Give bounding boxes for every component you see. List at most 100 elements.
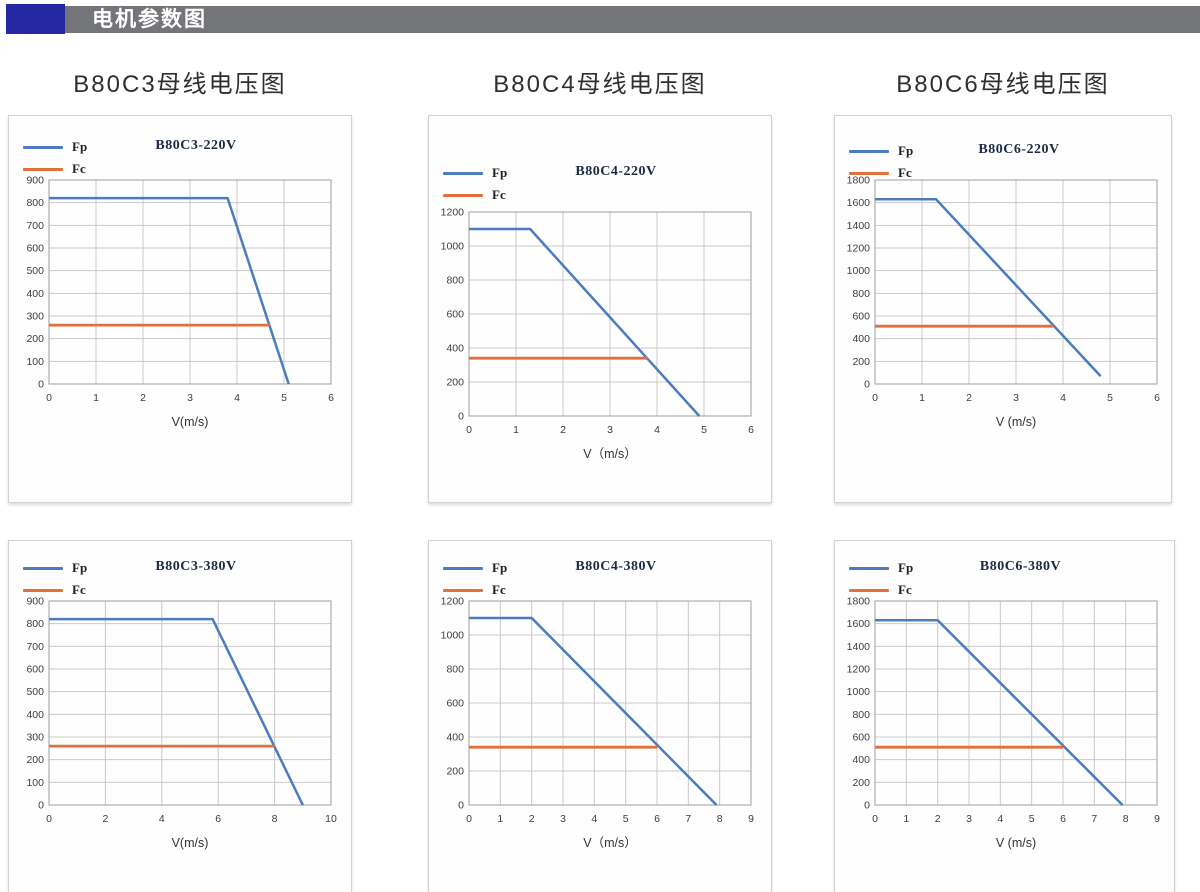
svg-text:0: 0 (38, 800, 44, 812)
header-accent-block (6, 4, 65, 34)
legend-item-fp: Fp (443, 162, 507, 184)
svg-text:7: 7 (685, 813, 691, 825)
header-bar: 电机参数图 (65, 6, 1200, 33)
svg-text:2: 2 (935, 813, 941, 825)
svg-text:6: 6 (748, 424, 754, 436)
chart-panel-b80c6-220v: Fp Fc B80C6-220V 0 200 400 600 800 1000 1200 14… (834, 115, 1172, 503)
svg-text:0: 0 (864, 800, 870, 812)
svg-text:1800: 1800 (847, 596, 871, 608)
chart-plot-svg: 0 200 400 600 800 1000 1200 1400 1600 1800 0 1 2 3 4 5 6… (847, 175, 1160, 430)
svg-text:8: 8 (1123, 813, 1129, 825)
svg-text:1: 1 (93, 392, 99, 404)
fc-legend-label: Fc (898, 582, 912, 597)
fc-line-swatch (443, 588, 483, 592)
chart-inner-title: B80C3-380V (155, 559, 237, 574)
svg-text:1000: 1000 (847, 265, 871, 277)
svg-text:600: 600 (852, 311, 870, 323)
chart-legend: Fp Fc (443, 162, 507, 206)
svg-text:300: 300 (26, 732, 44, 744)
svg-text:400: 400 (852, 754, 870, 766)
chart-section-title-b80c6: B80C6母线电压图 (896, 71, 1110, 98)
svg-text:1400: 1400 (847, 220, 871, 232)
svg-text:3: 3 (966, 813, 972, 825)
svg-text:300: 300 (26, 311, 44, 323)
svg-text:3: 3 (560, 813, 566, 825)
svg-text:2: 2 (560, 424, 566, 436)
svg-text:800: 800 (446, 664, 464, 676)
svg-text:5: 5 (281, 392, 287, 404)
svg-text:200: 200 (852, 356, 870, 368)
svg-text:400: 400 (26, 288, 44, 300)
chart-panel-b80c4-380v: Fp Fc B80C4-380V 0 200 400 600 800 1000 1200 0 1… (428, 540, 772, 892)
chart-panel-b80c6-380v: Fp Fc B80C6-380V 0 200 400 600 800 1000 1200 14… (834, 540, 1175, 892)
svg-text:6: 6 (1060, 813, 1066, 825)
svg-text:600: 600 (26, 243, 44, 255)
chart-panel-b80c3-220v: Fp Fc B80C3-220V 0 100 200 300 400 500 600 700 8… (8, 115, 352, 503)
fc-line-swatch (849, 588, 889, 592)
svg-text:1200: 1200 (441, 207, 465, 219)
fp-line-swatch (443, 566, 483, 570)
svg-text:500: 500 (26, 265, 44, 277)
svg-text:V(m/s): V(m/s) (172, 415, 209, 429)
svg-text:6: 6 (654, 813, 660, 825)
svg-text:1400: 1400 (847, 641, 871, 653)
fp-line-swatch (443, 171, 483, 175)
svg-text:6: 6 (215, 813, 221, 825)
fp-line-swatch (849, 149, 889, 153)
svg-text:900: 900 (26, 596, 44, 608)
chart-section-title-b80c4: B80C4母线电压图 (493, 71, 707, 98)
svg-text:V（m/s）: V（m/s） (583, 836, 636, 850)
svg-text:200: 200 (26, 333, 44, 345)
chart-panel-b80c3-380v: Fp Fc B80C3-380V 0 100 200 300 400 500 600 700 8… (8, 540, 352, 892)
svg-text:0: 0 (864, 379, 870, 391)
svg-text:6: 6 (328, 392, 334, 404)
svg-text:2: 2 (966, 392, 972, 404)
svg-text:800: 800 (852, 709, 870, 721)
page-title: 电机参数图 (92, 8, 207, 31)
chart-legend: Fp Fc (443, 557, 507, 601)
svg-text:5: 5 (1029, 813, 1035, 825)
svg-text:2: 2 (529, 813, 535, 825)
svg-text:0: 0 (458, 800, 464, 812)
svg-text:9: 9 (748, 813, 754, 825)
svg-text:7: 7 (1091, 813, 1097, 825)
fp-legend-label: Fp (898, 143, 914, 158)
svg-text:V (m/s): V (m/s) (996, 415, 1036, 429)
chart-inner-title: B80C4-220V (575, 164, 657, 179)
svg-text:1000: 1000 (441, 630, 465, 642)
svg-text:1000: 1000 (441, 241, 465, 253)
fc-legend-label: Fc (492, 582, 506, 597)
svg-text:V (m/s): V (m/s) (996, 836, 1036, 850)
legend-item-fc: Fc (849, 162, 913, 184)
svg-text:800: 800 (446, 275, 464, 287)
chart-legend: Fp Fc (849, 557, 913, 601)
svg-text:700: 700 (26, 641, 44, 653)
svg-text:4: 4 (234, 392, 240, 404)
svg-text:1600: 1600 (847, 197, 871, 209)
svg-text:0: 0 (46, 813, 52, 825)
chart-plot-svg: 0 100 200 300 400 500 600 700 800 900 0 1 2 3 4 5 6 V(m/s… (26, 175, 334, 430)
fc-legend-label: Fc (492, 187, 506, 202)
svg-text:1800: 1800 (847, 175, 871, 187)
fp-line-swatch (23, 145, 63, 149)
chart-legend: Fp Fc (849, 140, 913, 184)
legend-item-fp: Fp (23, 136, 87, 158)
svg-text:400: 400 (26, 709, 44, 721)
svg-text:V(m/s): V(m/s) (172, 836, 209, 850)
svg-text:0: 0 (466, 424, 472, 436)
fp-legend-label: Fp (898, 560, 914, 575)
svg-text:600: 600 (446, 698, 464, 710)
fc-line-swatch (23, 167, 63, 171)
chart-plot-svg: 0 200 400 600 800 1000 1200 0 1 2 3 4 5 6 V（m/s） (441, 207, 754, 462)
svg-text:900: 900 (26, 175, 44, 187)
svg-text:200: 200 (852, 777, 870, 789)
svg-text:200: 200 (26, 754, 44, 766)
svg-text:1: 1 (919, 392, 925, 404)
svg-text:1200: 1200 (847, 664, 871, 676)
legend-item-fp: Fp (849, 557, 913, 579)
svg-text:1200: 1200 (847, 243, 871, 255)
svg-text:400: 400 (446, 732, 464, 744)
fp-line-swatch (23, 566, 63, 570)
fp-legend-label: Fp (72, 560, 88, 575)
svg-text:2: 2 (140, 392, 146, 404)
